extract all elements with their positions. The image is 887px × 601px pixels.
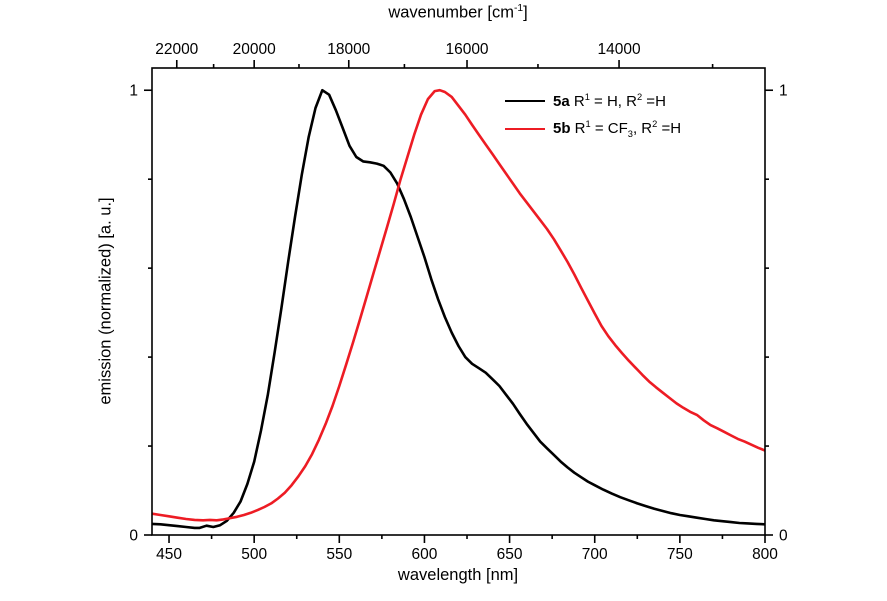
svg-text:700: 700 [582,546,608,563]
legend-line-swatch-5b [505,128,545,130]
legend-label-5b: 5b R1 = CF3, R2 =H [553,119,682,139]
svg-text:18000: 18000 [327,41,370,58]
series-curve-5b [152,88,765,522]
top-axis-title: wavenumber [cm-1] [388,3,527,23]
svg-text:500: 500 [241,546,267,563]
svg-text:1: 1 [129,83,138,100]
top-axis-title-bracket: ] [523,3,528,22]
legend: 5a R1 = H, R2 =H 5b R1 = CF3, R2 =H [505,87,681,143]
top-axis-title-superscript: -1 [513,3,524,14]
svg-text:20000: 20000 [233,41,276,58]
svg-text:600: 600 [412,546,438,563]
legend-entry-5a: 5a R1 = H, R2 =H [505,87,681,115]
axis-tick-labels: 450 500 550 600 650 700 750 800 22000 20000 18000 1… [129,41,788,563]
series-curve-5a [152,88,765,530]
svg-text:550: 550 [326,546,352,563]
top-axis-title-text: wavenumber [cm [388,3,514,22]
svg-text:0: 0 [129,528,138,545]
svg-text:16000: 16000 [445,41,488,58]
plot-frame [151,67,766,536]
svg-text:800: 800 [752,546,778,563]
svg-text:0: 0 [779,528,788,545]
svg-text:1: 1 [779,83,788,100]
svg-text:22000: 22000 [155,41,198,58]
legend-entry-5b: 5b R1 = CF3, R2 =H [505,115,681,143]
svg-text:650: 650 [497,546,523,563]
legend-line-swatch-5a [505,100,545,102]
legend-label-5a: 5a R1 = H, R2 =H [553,92,666,110]
left-axis-title: emission (normalized) [a. u.] [96,197,115,405]
svg-text:14000: 14000 [597,41,640,58]
bottom-axis-title: wavelength [nm] [397,566,519,584]
svg-text:750: 750 [667,546,693,563]
svg-text:450: 450 [156,546,182,563]
